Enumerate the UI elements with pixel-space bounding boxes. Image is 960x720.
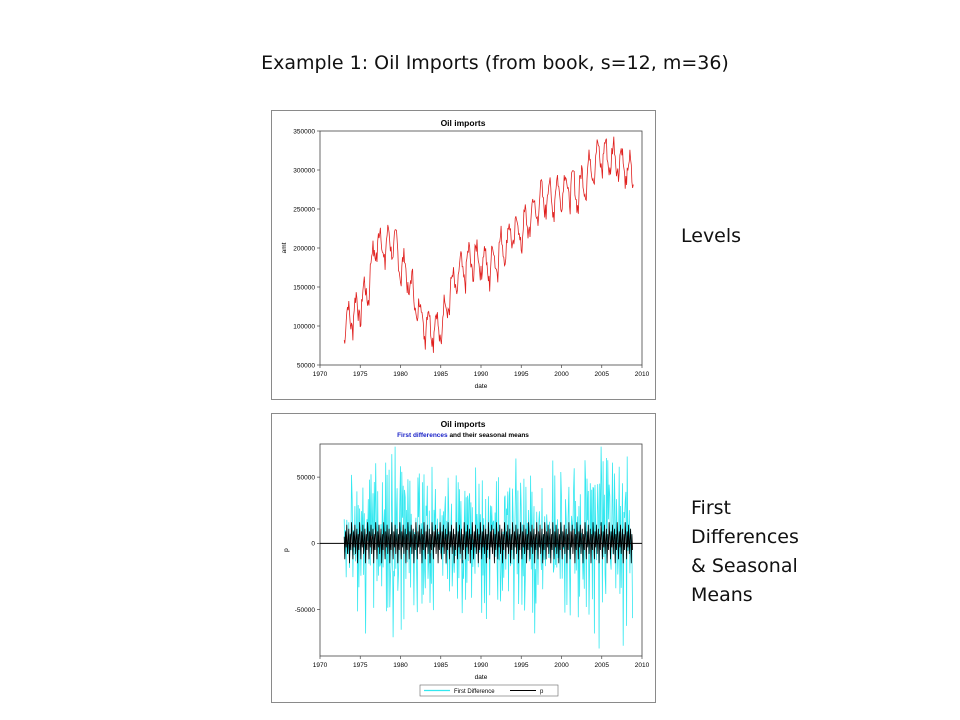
- y-tick-label: 0: [311, 541, 315, 548]
- subtitle-rest: and their seasonal means: [448, 432, 530, 439]
- chart-subtitle: First differences and their seasonal mea…: [397, 432, 529, 439]
- x-axis-label: date: [475, 383, 488, 390]
- y-tick-label: -50000: [295, 607, 316, 614]
- plot-frame: [319, 130, 643, 366]
- x-tick-label: 2005: [595, 371, 610, 378]
- x-tick-label: 1995: [514, 371, 529, 378]
- x-tick-label: 1985: [434, 371, 449, 378]
- x-tick-label: 1970: [313, 662, 328, 669]
- levels-label: Levels: [681, 225, 742, 247]
- x-tick-label: 2010: [635, 371, 650, 378]
- differences-label: First Differences & Seasonal Means: [691, 494, 799, 610]
- x-axis-label: date: [475, 674, 488, 681]
- differences-label-line: Means: [691, 584, 753, 606]
- x-tick-label: 1980: [393, 371, 408, 378]
- y-axis-label: p: [283, 548, 290, 552]
- y-tick-label: 100000: [293, 323, 315, 330]
- slide-title: Example 1: Oil Imports (from book, s=12,…: [261, 52, 729, 74]
- differences-label-line: & Seasonal: [691, 555, 798, 577]
- chart-title: Oil imports: [441, 419, 486, 429]
- legend-label-p: p: [540, 689, 544, 695]
- x-tick-label: 1990: [474, 371, 489, 378]
- levels-chart-panel: Oil imports 50000 100000 150000 200000 250000…: [271, 110, 656, 400]
- y-tick-label: 200000: [293, 245, 315, 252]
- x-tick-label: 2010: [635, 662, 650, 669]
- legend-box: [419, 684, 559, 697]
- y-axis-label: amt: [281, 242, 288, 253]
- levels-chart: Oil imports 50000 100000 150000 200000 250000…: [281, 118, 650, 390]
- x-tick-label: 2000: [554, 662, 569, 669]
- x-tick-label: 2005: [595, 662, 610, 669]
- y-tick-label: 300000: [293, 167, 315, 174]
- x-tick-label: 1970: [313, 371, 328, 378]
- subtitle-highlight: First differences: [397, 432, 448, 439]
- x-tick-label: 1985: [434, 662, 449, 669]
- legend-label-first-difference: First Difference: [454, 689, 495, 695]
- x-tick-label: 1975: [353, 371, 368, 378]
- differences-label-line: Differences: [691, 526, 799, 548]
- y-tick-label: 250000: [293, 206, 315, 213]
- x-tick-label: 1990: [474, 662, 489, 669]
- x-tick-label: 1975: [353, 662, 368, 669]
- x-tick-label: 1980: [393, 662, 408, 669]
- differences-chart: Oil imports First differences and their s…: [283, 419, 650, 697]
- differences-label-line: First: [691, 497, 731, 519]
- differences-chart-panel: Oil imports First differences and their s…: [271, 413, 656, 703]
- x-tick-label: 2000: [554, 371, 569, 378]
- x-tick-label: 1995: [514, 662, 529, 669]
- y-tick-label: 50000: [297, 362, 315, 369]
- y-tick-label: 150000: [293, 284, 315, 291]
- y-tick-label: 350000: [293, 128, 315, 135]
- series-line-amt: [343, 136, 634, 353]
- series-line-seasonal-means: [343, 522, 633, 564]
- y-tick-label: 50000: [297, 474, 315, 481]
- chart-title: Oil imports: [441, 118, 486, 128]
